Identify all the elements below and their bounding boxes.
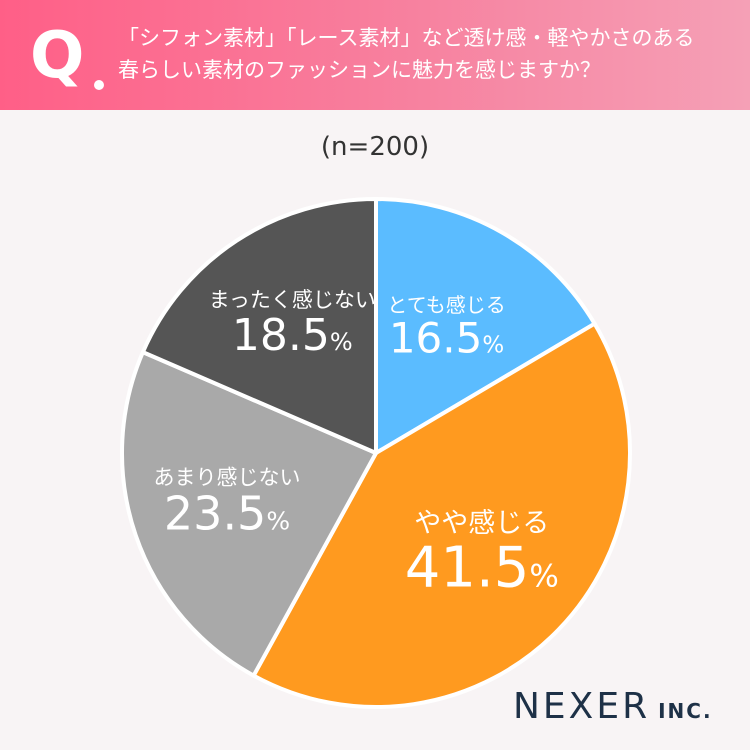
pie-slice-2 (251, 321, 632, 709)
slice-label-1: とても感じる (387, 293, 505, 317)
brand-suffix: INC. (658, 699, 713, 723)
slice-unit-4: % (330, 328, 353, 356)
question-text: 「シフォン素材」「レース素材」など透け感・軽やかさのある 春らしい素材のファッシ… (118, 22, 738, 86)
question-banner: Q 「シフォン素材」「レース素材」など透け感・軽やかさのある 春らしい素材のファ… (0, 0, 750, 110)
question-line-2: 春らしい素材のファッションに魅力を感じますか？ (118, 58, 601, 82)
brand-logo: NEXER INC. (513, 686, 713, 727)
slice-unit-3: % (266, 506, 290, 535)
sample-size-label: (n=200) (320, 132, 430, 162)
q-dot (94, 80, 104, 90)
slice-unit-2: % (529, 558, 558, 594)
slice-unit-1: % (482, 333, 504, 359)
pie-slice-4 (140, 197, 378, 455)
slice-label-4: まったく感じない (209, 288, 376, 312)
question-line-1: 「シフォン素材」「レース素材」など透け感・軽やかさのある (118, 26, 695, 50)
pie-slice-3 (119, 350, 378, 678)
slice-label-3: あまり感じない (154, 466, 301, 490)
slice-label-2: やや感じる (414, 508, 549, 539)
brand-name: NEXER (513, 686, 651, 727)
pie-slice-1 (374, 197, 597, 455)
q-mark: Q (30, 20, 104, 92)
